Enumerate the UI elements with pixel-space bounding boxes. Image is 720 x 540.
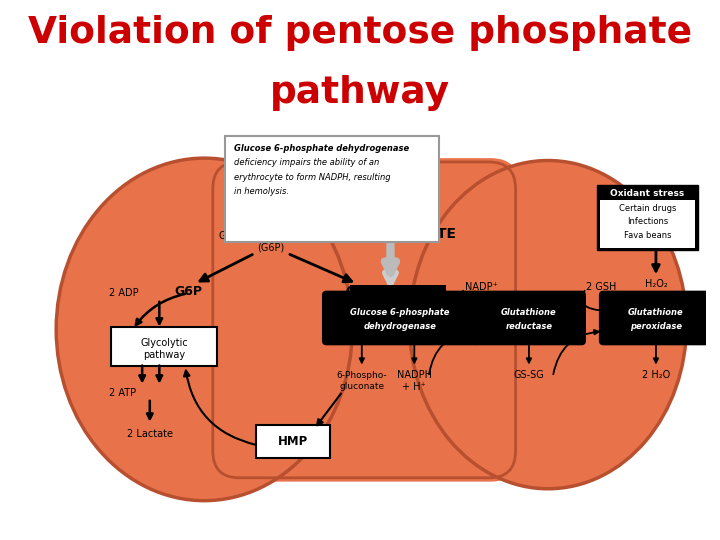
Text: Fava beans: Fava beans [624, 231, 671, 240]
Text: Glucose 6-phosphate: Glucose 6-phosphate [351, 308, 450, 317]
Text: 2 ADP: 2 ADP [109, 288, 138, 298]
FancyBboxPatch shape [256, 426, 330, 458]
Text: Glucose: Glucose [248, 190, 294, 199]
Text: 2 H₂O: 2 H₂O [642, 370, 670, 380]
Text: Infections: Infections [626, 218, 668, 226]
Text: G6P: G6P [174, 285, 202, 298]
Text: GS-SG: GS-SG [513, 370, 544, 380]
FancyBboxPatch shape [111, 327, 217, 366]
Text: deficiency impairs the ability of an: deficiency impairs the ability of an [234, 158, 379, 167]
Text: Violation of pentose phosphate: Violation of pentose phosphate [28, 15, 692, 51]
Text: Glucose 6-phosphate: Glucose 6-phosphate [220, 231, 323, 241]
Text: (G6P): (G6P) [258, 242, 284, 253]
Text: Glycolytic: Glycolytic [140, 338, 188, 348]
FancyBboxPatch shape [225, 136, 439, 242]
Text: 2 GSH: 2 GSH [586, 281, 616, 292]
FancyBboxPatch shape [600, 292, 712, 345]
Text: 2 Lactate: 2 Lactate [127, 429, 173, 439]
FancyBboxPatch shape [351, 285, 446, 294]
Text: pathway: pathway [143, 350, 185, 360]
FancyBboxPatch shape [472, 292, 585, 345]
Text: dehydrogenase: dehydrogenase [364, 322, 436, 331]
Text: erythrocyte to form NADPH, resulting: erythrocyte to form NADPH, resulting [234, 173, 390, 181]
Ellipse shape [56, 158, 352, 501]
Text: NADP⁺: NADP⁺ [465, 281, 498, 292]
FancyBboxPatch shape [597, 185, 698, 251]
Text: G6P: G6P [345, 285, 373, 298]
Text: Glutathione: Glutathione [628, 308, 684, 317]
Text: peroxidase: peroxidase [630, 322, 682, 331]
Text: Certain drugs: Certain drugs [618, 204, 676, 213]
FancyBboxPatch shape [323, 292, 478, 345]
FancyBboxPatch shape [600, 200, 695, 247]
Text: Oxidant stress: Oxidant stress [611, 189, 685, 198]
Text: NADPH: NADPH [397, 370, 432, 380]
Text: ERYTHROCYTE: ERYTHROCYTE [343, 227, 456, 241]
Text: H₂O₂: H₂O₂ [644, 279, 667, 289]
Text: gluconate: gluconate [339, 382, 384, 391]
Text: Glucose: Glucose [248, 144, 294, 153]
Text: 2 ATP: 2 ATP [109, 388, 136, 398]
Text: Glucose 6-phosphate dehydrogenase: Glucose 6-phosphate dehydrogenase [234, 144, 409, 153]
Text: in hemolysis.: in hemolysis. [234, 187, 289, 196]
FancyBboxPatch shape [209, 158, 519, 482]
Text: 6-Phospho-: 6-Phospho- [336, 370, 387, 380]
Ellipse shape [410, 160, 686, 489]
Text: HMP: HMP [278, 435, 308, 448]
Text: + H⁺: + H⁺ [402, 382, 426, 393]
Text: reductase: reductase [505, 322, 552, 331]
Text: Glutathione: Glutathione [501, 308, 557, 317]
Text: pathway: pathway [270, 75, 450, 111]
